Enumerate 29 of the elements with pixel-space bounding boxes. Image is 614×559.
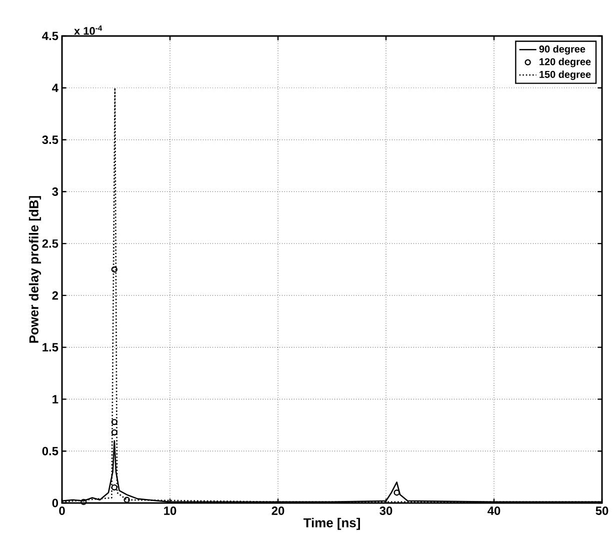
point <box>111 484 118 491</box>
legend-label: 120 degree <box>540 58 591 68</box>
x-tick-label: 40 <box>488 506 500 515</box>
y-tick-label: 2 <box>52 291 58 300</box>
y-tick-label: 4.5 <box>42 32 58 40</box>
y-tick-label: 0.5 <box>42 446 58 456</box>
text: x 10$^{-4}$ <box>74 25 102 35</box>
x-tick-label: 30 <box>380 506 392 515</box>
x-tick-label: 0 <box>59 506 65 515</box>
y-tick-label: 2.5 <box>42 239 58 248</box>
point <box>124 496 130 503</box>
x-tick-label: 20 <box>272 506 284 515</box>
y-tick-label: 3.5 <box>42 136 58 144</box>
x-tick-label: 50 <box>596 506 608 515</box>
point <box>111 266 118 273</box>
y-tick-label: 1 <box>52 395 58 404</box>
y-axis-title: Power delay profile [dB] <box>28 196 42 343</box>
point <box>111 429 118 436</box>
y-tick-label: 1.5 <box>42 343 58 352</box>
point <box>80 498 87 506</box>
point <box>394 490 400 496</box>
legend-label: 90 degree <box>539 45 586 55</box>
legend-label: 150 degree <box>540 70 591 80</box>
x-axis-title: Time [ns] <box>303 518 360 530</box>
x-tick-label: 10 <box>164 506 176 515</box>
y-tick-label: 0 <box>52 498 58 508</box>
y-tick-label: 4 <box>52 84 58 92</box>
point <box>111 418 118 426</box>
y-tick-label: 3 <box>52 187 58 196</box>
